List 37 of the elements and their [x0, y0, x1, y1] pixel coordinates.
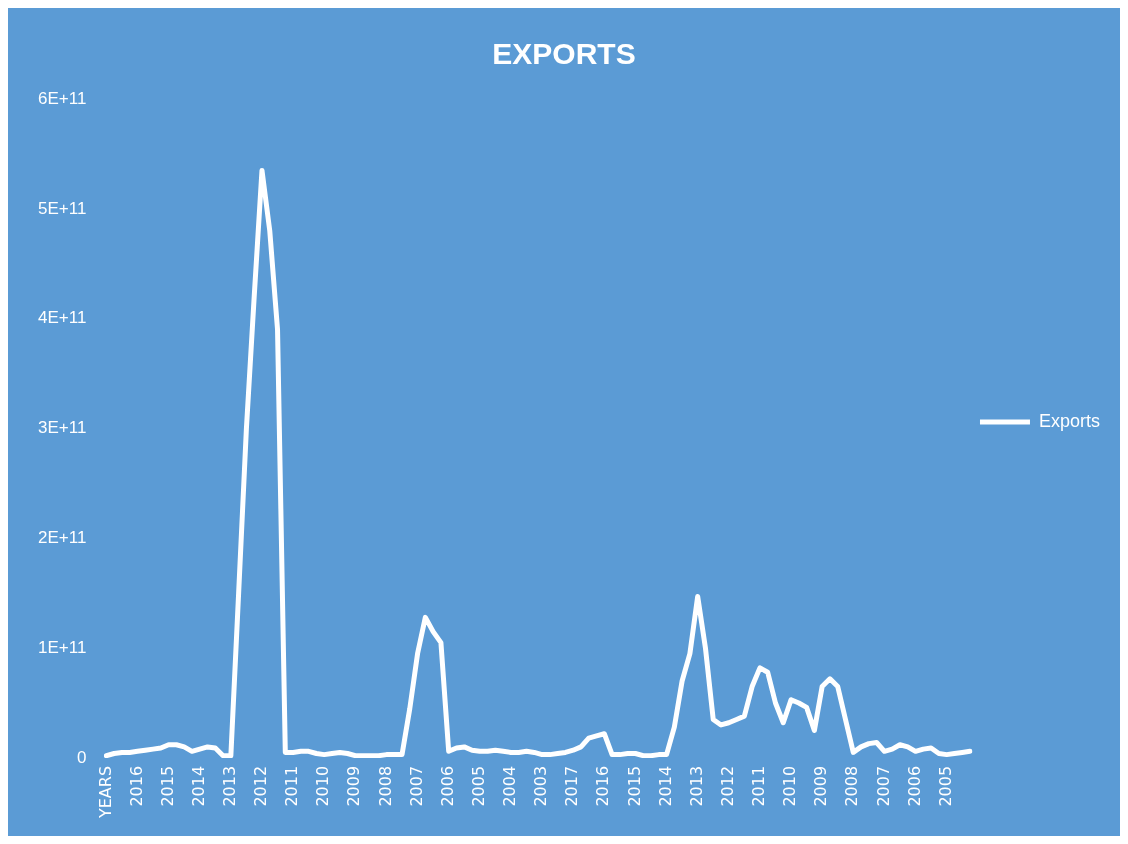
x-tick-label: 2017	[562, 765, 582, 807]
x-tick-label: 2004	[500, 765, 520, 807]
x-tick-label: 2006	[904, 765, 924, 807]
x-tick-label: 2016	[126, 765, 146, 807]
x-tick-label: 2013	[220, 765, 240, 807]
y-tick-label: 2E+11	[37, 527, 87, 547]
y-tick-label: 4E+11	[37, 308, 87, 328]
x-tick-label: 2010	[780, 765, 800, 807]
x-tick-label: 2007	[873, 765, 893, 807]
x-tick-label: 2008	[375, 765, 395, 807]
x-tick-label: 2007	[406, 765, 426, 807]
x-tick-label: 2008	[842, 765, 862, 807]
x-tick-label: 2009	[344, 765, 364, 807]
x-tick-label: 2012	[717, 765, 737, 807]
x-tick-label: 2011	[282, 765, 302, 807]
y-tick-label: 3E+11	[37, 418, 87, 438]
x-tick-label: 2005	[935, 765, 955, 807]
x-tick-label: 2015	[624, 765, 644, 807]
x-tick-label: 2012	[251, 765, 271, 807]
chart-title: EXPORTS	[492, 37, 636, 71]
x-tick-label: 2005	[468, 765, 488, 807]
x-tick-label: 2014	[188, 765, 208, 807]
x-tick-label: 2014	[655, 765, 675, 807]
y-tick-label: 0	[76, 747, 87, 767]
x-tick-label: 2013	[686, 765, 706, 807]
x-tick-label: YEARS	[95, 765, 115, 820]
y-tick-label: 6E+11	[37, 88, 87, 108]
y-tick-label: 5E+11	[37, 198, 87, 218]
x-tick-label: 2006	[437, 765, 457, 807]
x-tick-label: 2009	[811, 765, 831, 807]
x-tick-label: 2016	[593, 765, 613, 807]
y-tick-label: 1E+11	[37, 637, 87, 657]
x-tick-label: 2010	[313, 765, 333, 807]
x-tick-label: 2003	[531, 765, 551, 807]
x-tick-label: 2015	[157, 765, 177, 807]
x-tick-label: 2011	[749, 765, 769, 807]
legend-label: Exports	[1038, 410, 1101, 431]
